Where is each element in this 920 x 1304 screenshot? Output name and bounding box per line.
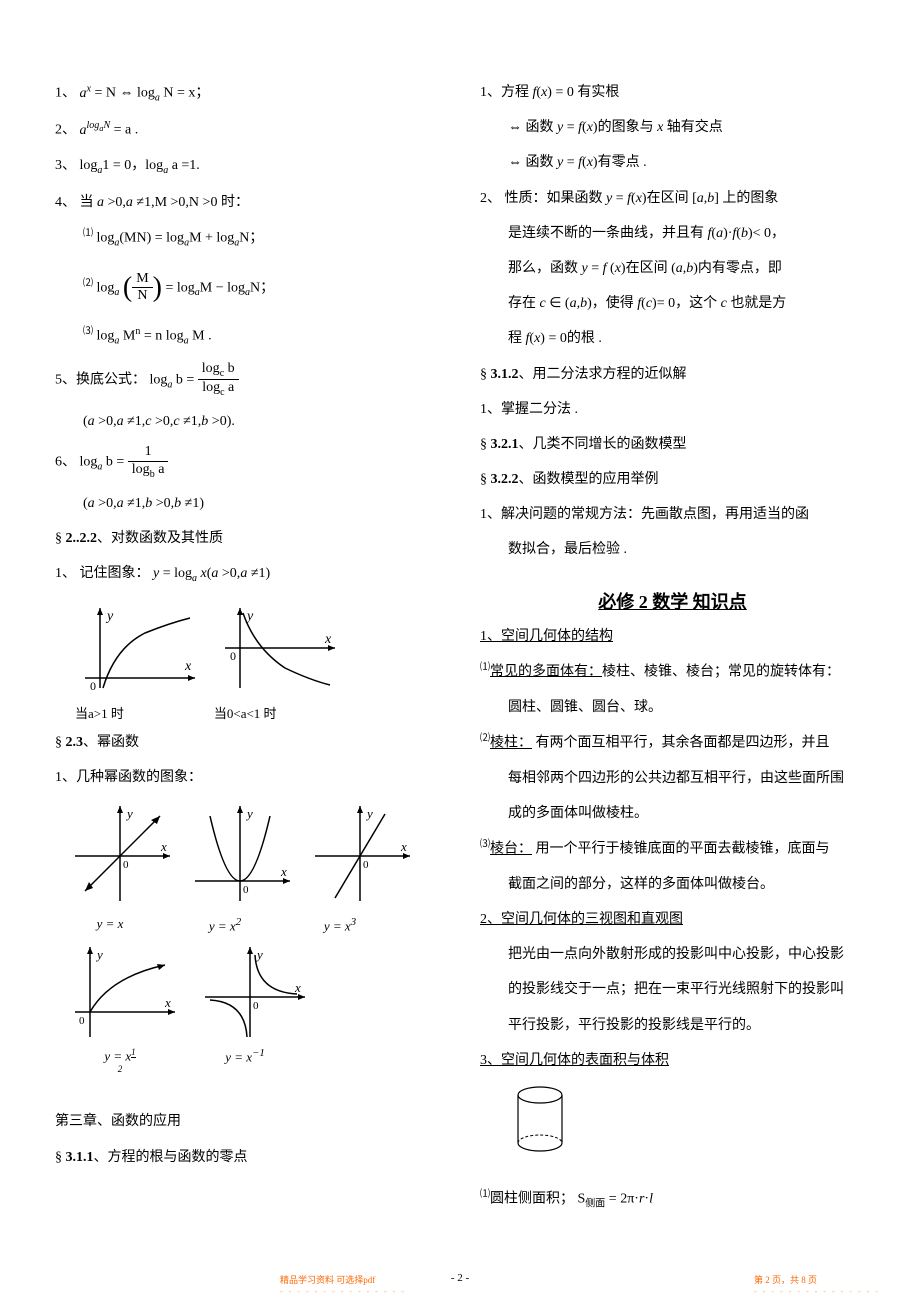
power-label-5: y = x−1 xyxy=(185,1047,305,1082)
power-label-4: y = x12 xyxy=(55,1047,185,1082)
s2a: 把光由一点向外散射形成的投影叫中心投影，中心投影 xyxy=(480,942,865,967)
s2c: 平行投影，平行投影的投影线是平行的。 xyxy=(480,1013,865,1038)
r2a: 是连续不断的一条曲线，并且有 f(a)·f(b)< 0， xyxy=(480,221,865,246)
svg-text:x: x xyxy=(280,864,287,879)
power-intro: 1、几种幂函数的图象： xyxy=(55,765,440,790)
r2: 2、 性质：如果函数 y = f(x)在区间 [a,b] 上的图象 xyxy=(480,186,865,211)
svg-text:0: 0 xyxy=(123,859,129,871)
r312-1: 1、掌握二分法 . xyxy=(480,397,865,422)
section-2-3: § 2.3、幂函数 xyxy=(55,730,440,755)
power-label-1: y = x xyxy=(55,916,165,934)
s3-1: ⑴圆柱侧面积； S侧面 = 2π·r·l xyxy=(480,1186,865,1213)
formula-5: 5、换底公式： loga b = logc blogc a xyxy=(55,361,440,400)
formula-4-3: ⑶ loga Mn = n loga M . xyxy=(55,323,440,350)
s1-1b: 圆柱、圆锥、圆台、球。 xyxy=(480,695,865,720)
section-3-2-2: § 3.2.2、函数模型的应用举例 xyxy=(480,467,865,492)
power-label-3: y = x3 xyxy=(285,916,395,934)
svg-text:x: x xyxy=(324,632,332,647)
s3: 3、空间几何体的表面积与体积 xyxy=(480,1048,865,1073)
formula-4: 4、 当 a >0,a ≠1,M >0,N >0 时： xyxy=(55,190,440,215)
log-graph-diagram: y x 0 y x 0 当a>1 时 xyxy=(55,598,440,722)
chapter-3: 第三章、函数的应用 xyxy=(55,1109,440,1134)
formula-3: 3、 loga1 = 0，loga a =1. xyxy=(55,153,440,180)
svg-text:0: 0 xyxy=(230,649,236,663)
svg-text:x: x xyxy=(164,995,171,1010)
cylinder-diagram xyxy=(480,1083,865,1163)
s2: 2、空间几何体的三视图和直观图 xyxy=(480,907,865,932)
formula-6: 6、 loga b = 1logb a xyxy=(55,444,440,481)
formula-2: 2、 alogaN = a . xyxy=(55,117,440,143)
svg-text:y: y xyxy=(125,806,133,821)
svg-text:0: 0 xyxy=(90,679,96,693)
section-3-1-1: § 3.1.1、方程的根与函数的零点 xyxy=(55,1145,440,1170)
section-3-1-2: § 3.1.2、用二分法求方程的近似解 xyxy=(480,362,865,387)
svg-text:y: y xyxy=(105,609,114,624)
svg-text:0: 0 xyxy=(79,1015,85,1027)
r1: 1、方程 f(x) = 0 有实根 xyxy=(480,80,865,105)
left-column: 1、 ax = N ⇔ loga N = x； 2、 alogaN = a . … xyxy=(55,80,440,1223)
title-required-2: 必修 2 数学 知识点 xyxy=(480,588,865,614)
power-graphs-row1: y x 0 y x 0 xyxy=(55,801,440,934)
r1a: ⇔ 函数 y = f(x)的图象与 x 轴有交点 xyxy=(480,115,865,140)
svg-text:0: 0 xyxy=(253,1000,259,1012)
svg-text:y: y xyxy=(255,947,263,962)
s1: 1、空间几何体的结构 xyxy=(480,624,865,649)
s1-1: ⑴常见的多面体有：棱柱、棱锥、棱台；常见的旋转体有： xyxy=(480,659,865,685)
power-label-2: y = x2 xyxy=(165,916,285,934)
formula-6-cond: (a >0,a ≠1,b >0,b ≠1) xyxy=(55,491,440,516)
formula-5-cond: (a >0,a ≠1,c >0,c ≠1,b >0). xyxy=(55,409,440,434)
power-graphs-row2: y x 0 y x 0 xyxy=(55,942,440,1082)
svg-text:0: 0 xyxy=(243,884,249,896)
r2c: 存在 c ∈ (a,b)，使得 f(c)= 0，这个 c 也就是方 xyxy=(480,291,865,316)
s1-3b: 截面之间的部分，这样的多面体叫做棱台。 xyxy=(480,872,865,897)
formula-4-2: ⑵ loga (MN) = logaM − logaN； xyxy=(55,263,440,313)
s1-2c: 成的多面体叫做棱柱。 xyxy=(480,801,865,826)
two-column-layout: 1、 ax = N ⇔ loga N = x； 2、 alogaN = a . … xyxy=(55,80,865,1223)
r322-1: 1、解决问题的常规方法：先画散点图，再用适当的函 xyxy=(480,502,865,527)
formula-4-1: ⑴ loga(MN) = logaM + logaN； xyxy=(55,225,440,252)
svg-text:x: x xyxy=(400,839,407,854)
section-3-2-1: § 3.2.1、几类不同增长的函数模型 xyxy=(480,432,865,457)
log-label-a-gt-1: 当a>1 时 xyxy=(75,703,124,722)
s1-2: ⑵棱柱： 有两个面互相平行，其余各面都是四边形，并且 xyxy=(480,730,865,756)
svg-text:x: x xyxy=(184,659,192,674)
s1-2b: 每相邻两个四边形的公共边都互相平行，由这些面所围 xyxy=(480,766,865,791)
log-label-a-lt-1: 当0<a<1 时 xyxy=(214,703,277,722)
right-column: 1、方程 f(x) = 0 有实根 ⇔ 函数 y = f(x)的图象与 x 轴有… xyxy=(480,80,865,1223)
log-graph-intro: 1、 记住图象： y = loga x(a >0,a ≠1) xyxy=(55,561,440,588)
r322-1b: 数拟合，最后检验 . xyxy=(480,537,865,562)
r2b: 那么，函数 y = f (x)在区间 (a,b)内有零点，即 xyxy=(480,256,865,281)
footer-left: 精品学习资料 可选择pdf - - - - - - - - - - - - - … xyxy=(280,1273,406,1296)
svg-text:x: x xyxy=(160,839,167,854)
svg-text:x: x xyxy=(294,980,301,995)
footer-right: 第 2 页，共 8 页 - - - - - - - - - - - - - - … xyxy=(754,1273,880,1296)
svg-text:0: 0 xyxy=(363,859,369,871)
svg-text:y: y xyxy=(245,806,253,821)
s2b: 的投影线交于一点；把在一束平行光线照射下的投影叫 xyxy=(480,977,865,1002)
r2d: 程 f(x) = 0的根 . xyxy=(480,326,865,351)
r1b: ⇔ 函数 y = f(x)有零点 . xyxy=(480,150,865,175)
section-2-2-2: § 2..2.2、对数函数及其性质 xyxy=(55,526,440,551)
svg-text:y: y xyxy=(365,806,373,821)
svg-text:y: y xyxy=(95,947,103,962)
formula-1: 1、 ax = N ⇔ loga N = x； xyxy=(55,80,440,107)
s1-3: ⑶棱台： 用一个平行于棱锥底面的平面去截棱锥，底面与 xyxy=(480,836,865,862)
